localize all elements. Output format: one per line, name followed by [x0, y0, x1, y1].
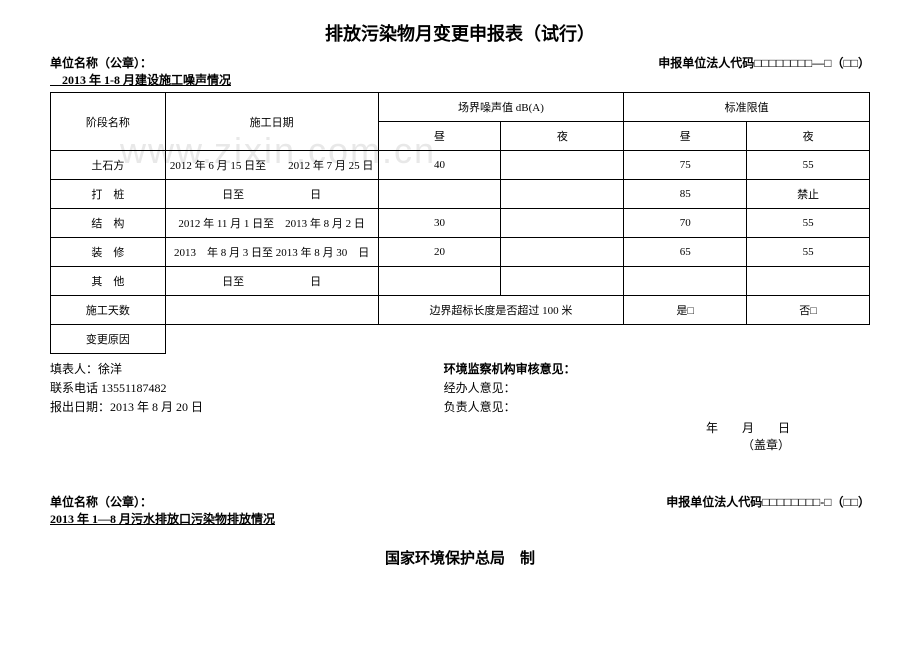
th-phase: 阶段名称 [51, 93, 166, 151]
cell-ld: 70 [624, 209, 747, 238]
cell-yes: 是□ [624, 296, 747, 325]
cell-nn [501, 180, 624, 209]
cell-date: 日至 日 [165, 267, 378, 296]
table-row: 结 构 2012 年 11 月 1 日至 2013 年 8 月 2 日 30 7… [51, 209, 870, 238]
page-title: 排放污染物月变更申报表（试行） [50, 20, 870, 46]
table-row: 装 修 2013 年 8 月 3 日至 2013 年 8 月 30 日 20 6… [51, 238, 870, 267]
cell-nn [501, 238, 624, 267]
cell-nn [501, 267, 624, 296]
cell-phase: 结 构 [51, 209, 166, 238]
cell-ld [624, 267, 747, 296]
cell-nd [378, 267, 501, 296]
table-row-reason: 变更原因 [51, 325, 870, 354]
th-limit-night: 夜 [747, 122, 870, 151]
cell-nn [501, 151, 624, 180]
cell-nd: 20 [378, 238, 501, 267]
section2-subtitle: 2013 年 1—8 月污水排放口污染物排放情况 [50, 510, 870, 527]
cell-ln: 55 [747, 238, 870, 267]
legal-code-label: 申报单位法人代码□□□□□□□□—□（□□） [658, 54, 870, 71]
leader-opinion: 负责人意见： [444, 398, 870, 415]
stamp-date: 年 月 日 [50, 419, 790, 436]
footer-right: 环境监察机构审核意见： 经办人意见： 负责人意见： [444, 360, 870, 417]
table-row: 其 他 日至 日 [51, 267, 870, 296]
th-limit-day: 昼 [624, 122, 747, 151]
table-row: 打 桩 日至 日 85 禁止 [51, 180, 870, 209]
filler-name: 填表人：徐洋 [50, 360, 444, 377]
cell-nd [378, 180, 501, 209]
cell-date: 日至 日 [165, 180, 378, 209]
cell-ld: 75 [624, 151, 747, 180]
handler-opinion: 经办人意见： [444, 379, 870, 396]
issuer-label: 国家环境保护总局 制 [50, 547, 870, 568]
cell-date: 2012 年 6 月 15 日至 2012 年 7 月 25 日 [165, 151, 378, 180]
cell-date: 2013 年 8 月 3 日至 2013 年 8 月 30 日 [165, 238, 378, 267]
table-row-days: 施工天数 边界超标长度是否超过 100 米 是□ 否□ [51, 296, 870, 325]
table-row: 土石方 2012 年 6 月 15 日至 2012 年 7 月 25 日 40 … [51, 151, 870, 180]
cell-nn [501, 209, 624, 238]
cell-no: 否□ [747, 296, 870, 325]
cell-phase: 打 桩 [51, 180, 166, 209]
th-limit: 标准限值 [624, 93, 870, 122]
th-date: 施工日期 [165, 93, 378, 151]
cell-phase: 土石方 [51, 151, 166, 180]
noise-table: 阶段名称 施工日期 场界噪声值 dB(A) 标准限值 昼 夜 昼 夜 土石方 2… [50, 92, 870, 354]
unit-name-label-2: 单位名称（公章）： [50, 493, 152, 510]
cell-nd: 30 [378, 209, 501, 238]
cell-ln: 55 [747, 209, 870, 238]
stamp-label: （盖章） [50, 436, 790, 453]
th-noise-night: 夜 [501, 122, 624, 151]
th-noise-day: 昼 [378, 122, 501, 151]
section-subtitle: 2013 年 1-8 月建设施工噪声情况 [50, 71, 870, 88]
cell-nd: 40 [378, 151, 501, 180]
cell-exceed-label: 边界超标长度是否超过 100 米 [378, 296, 624, 325]
review-title: 环境监察机构审核意见： [444, 360, 870, 377]
cell-ld: 85 [624, 180, 747, 209]
cell-phase: 其 他 [51, 267, 166, 296]
cell-days-value [165, 296, 378, 325]
report-date: 报出日期：2013 年 8 月 20 日 [50, 398, 444, 415]
cell-days-label: 施工天数 [51, 296, 166, 325]
cell-reason-label: 变更原因 [51, 325, 166, 354]
cell-ln [747, 267, 870, 296]
th-noise: 场界噪声值 dB(A) [378, 93, 624, 122]
legal-code-label-2: 申报单位法人代码□□□□□□□□-□（□□） [666, 493, 870, 510]
footer-left: 填表人：徐洋 联系电话 13551187482 报出日期：2013 年 8 月 … [50, 360, 444, 417]
cell-ld: 65 [624, 238, 747, 267]
contact-phone: 联系电话 13551187482 [50, 379, 444, 396]
cell-ln: 55 [747, 151, 870, 180]
cell-ln: 禁止 [747, 180, 870, 209]
unit-name-label: 单位名称（公章）： [50, 54, 152, 71]
cell-phase: 装 修 [51, 238, 166, 267]
cell-reason-value [165, 325, 869, 354]
cell-date: 2012 年 11 月 1 日至 2013 年 8 月 2 日 [165, 209, 378, 238]
